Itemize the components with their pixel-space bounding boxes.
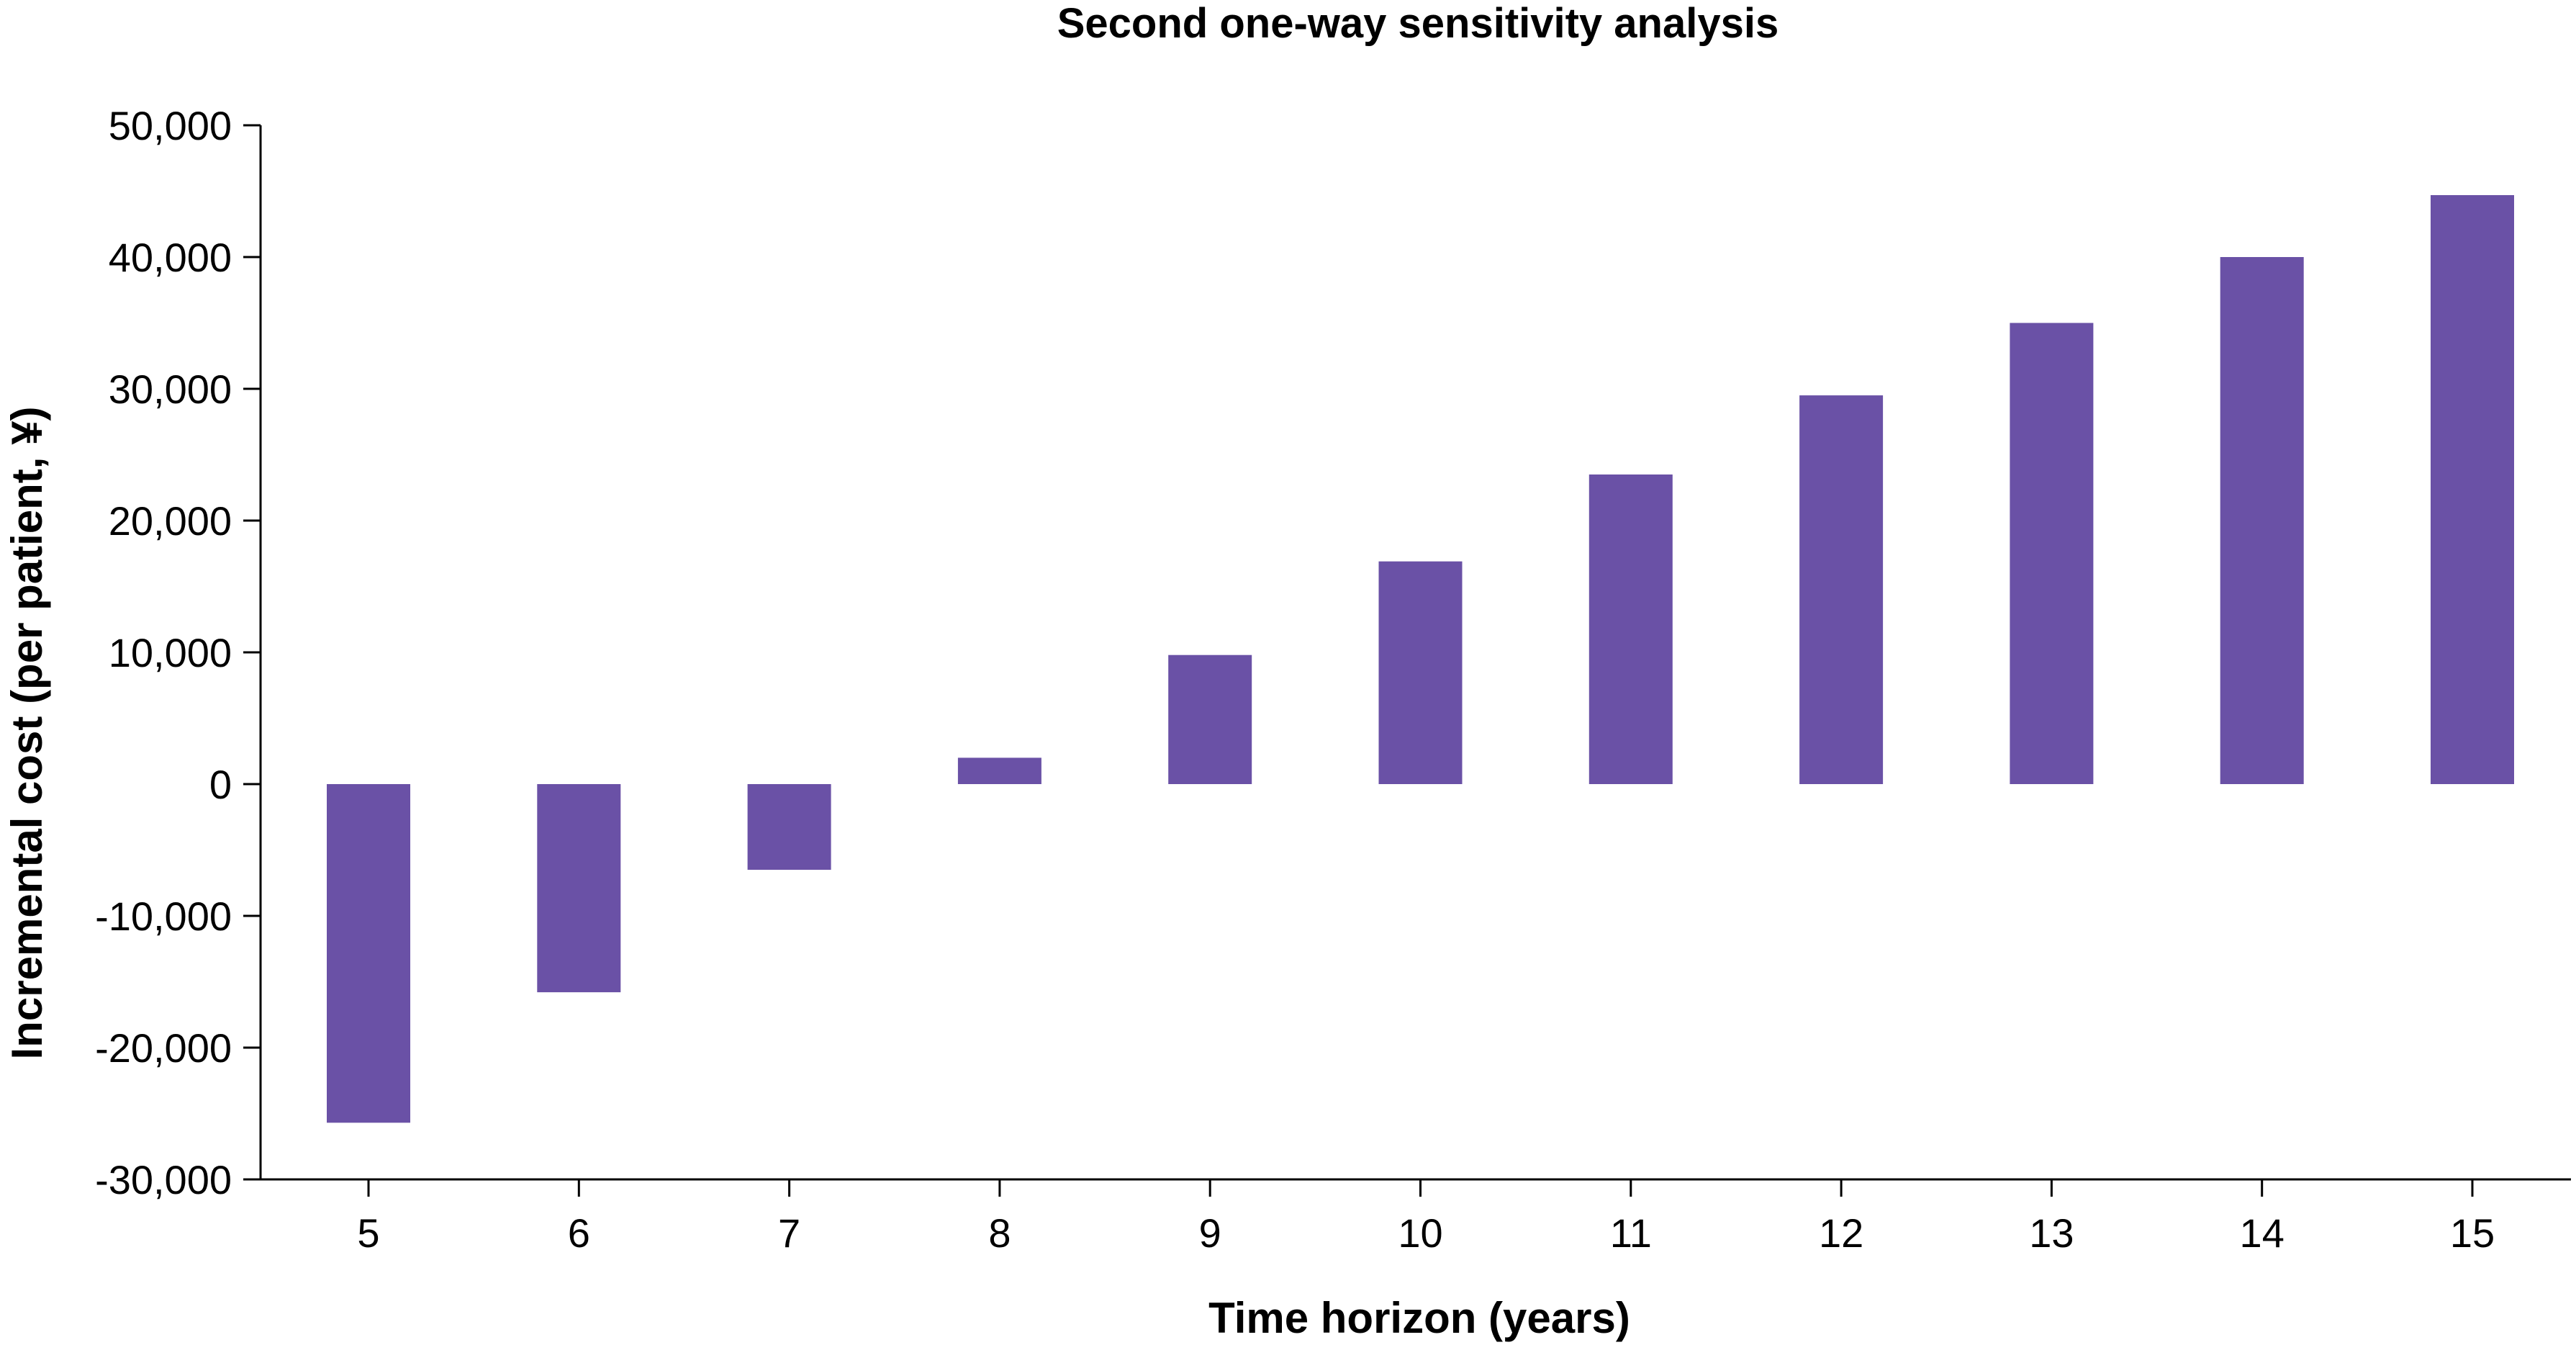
bar-8 (957, 757, 1041, 784)
y-axis-label: Incremental cost (per patient, ¥) (3, 407, 51, 1060)
y-axis: 50,000 40,000 30,000 20,000 10,000 0 -10,000 -2… (95, 103, 262, 1202)
y-tick-label: -20,000 (95, 1025, 232, 1071)
bar-10 (1378, 561, 1463, 784)
x-axis: 5 6 7 8 9 10 11 12 13 14 15 (261, 1178, 2571, 1256)
x-tick-label: 11 (1610, 1210, 1652, 1256)
bars (327, 195, 2514, 1123)
bar-15 (2431, 195, 2514, 784)
x-tick-label: 14 (2240, 1210, 2284, 1256)
y-tick-label: 30,000 (109, 366, 232, 412)
bar-7 (747, 784, 831, 870)
bar-14 (2220, 257, 2304, 784)
x-tick-label: 9 (1199, 1210, 1221, 1256)
x-tick-label: 7 (778, 1210, 800, 1256)
bar-6 (537, 784, 621, 993)
y-axis-label-group: Incremental cost (per patient, ¥) (3, 407, 51, 1060)
y-tick-label: 10,000 (109, 630, 232, 675)
y-tick-label: 20,000 (109, 498, 232, 544)
bar-12 (1799, 395, 1884, 784)
x-tick-label: 10 (1398, 1210, 1442, 1256)
y-tick-label: 40,000 (109, 235, 232, 280)
x-tick-label: 13 (2029, 1210, 2074, 1256)
x-tick-label: 6 (568, 1210, 590, 1256)
bar-5 (327, 784, 410, 1123)
bar-9 (1168, 654, 1252, 784)
chart-title: Second one-way sensitivity analysis (1057, 0, 1779, 47)
x-tick-label: 12 (1819, 1210, 1863, 1256)
y-tick-label: 50,000 (109, 103, 232, 148)
x-axis-label: Time horizon (years) (1208, 1294, 1630, 1342)
x-tick-label: 8 (988, 1210, 1011, 1256)
y-tick-label: 0 (209, 762, 232, 807)
y-tick-label: -30,000 (95, 1157, 232, 1202)
x-tick-label: 5 (357, 1210, 379, 1256)
y-tick-label: -10,000 (95, 894, 232, 939)
bar-13 (2010, 323, 2094, 784)
bar-11 (1588, 474, 1673, 784)
x-tick-label: 15 (2450, 1210, 2495, 1256)
